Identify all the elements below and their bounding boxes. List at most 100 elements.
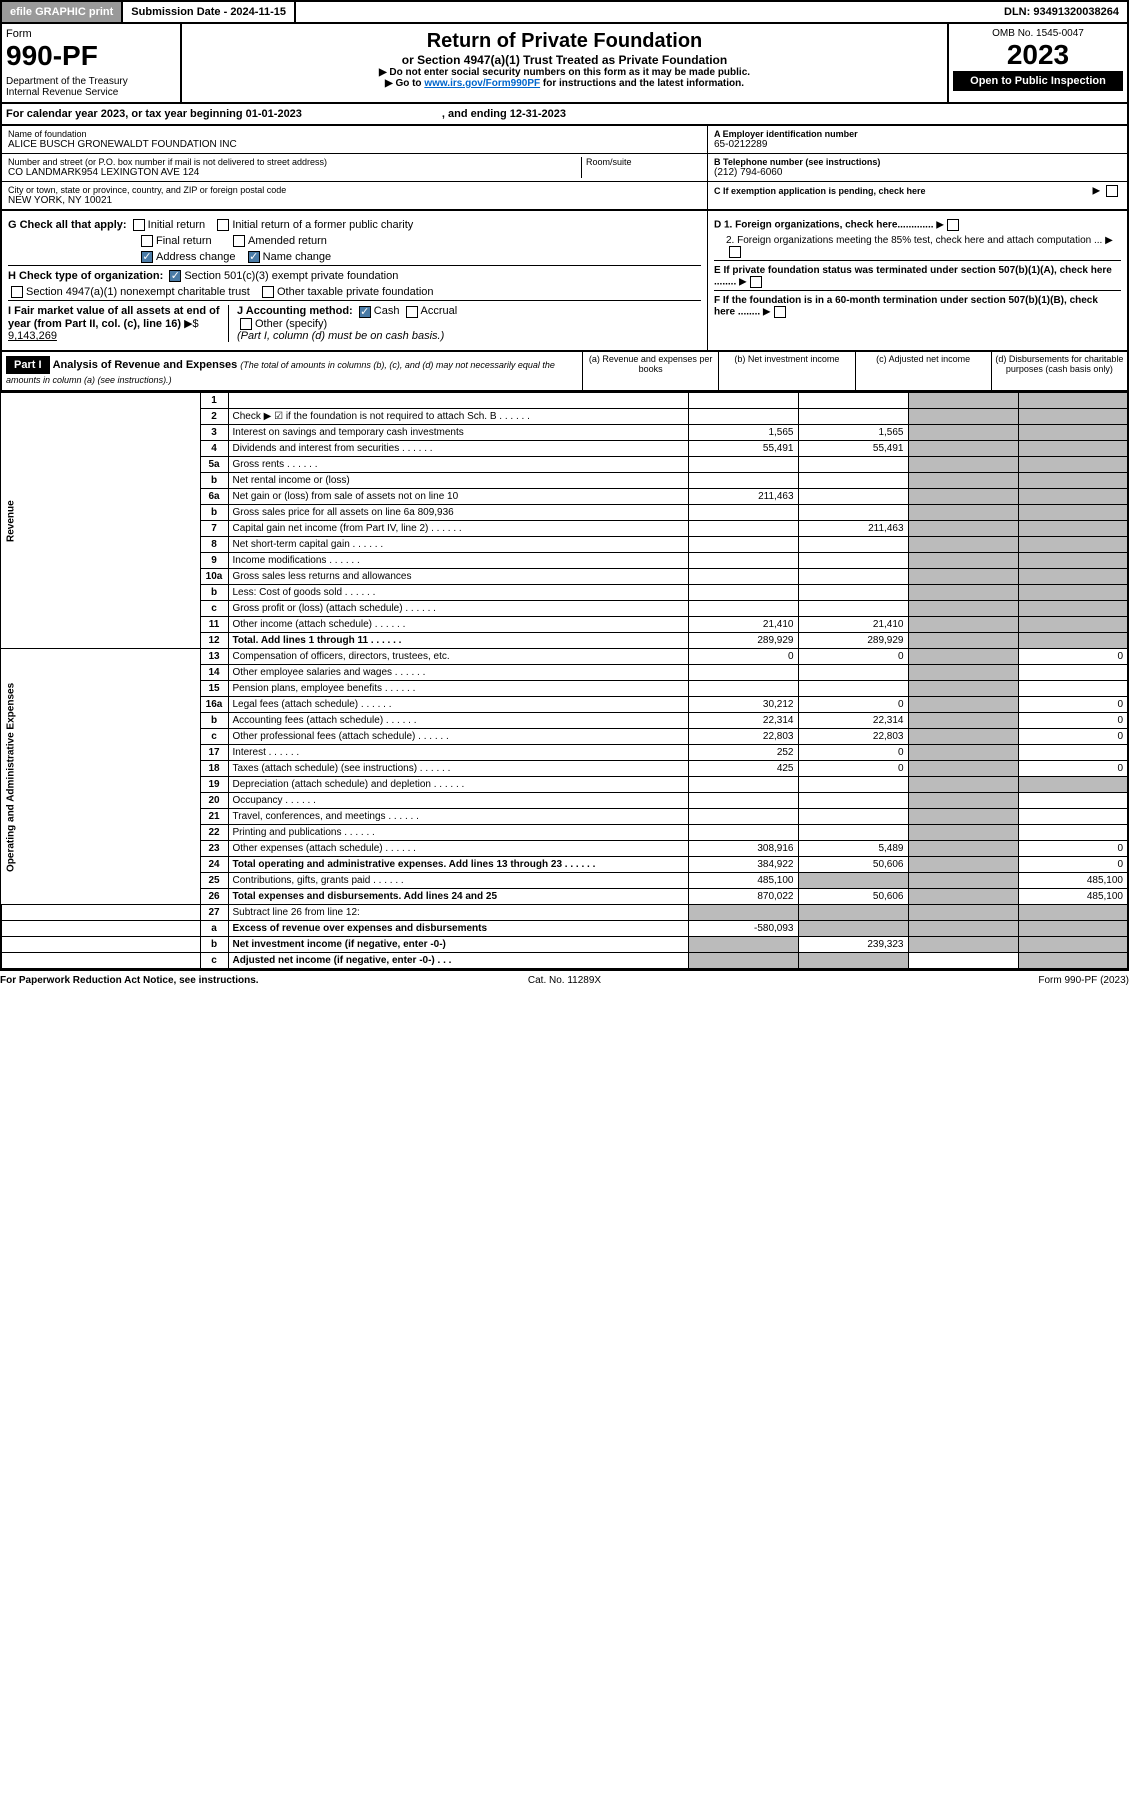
amount-cell [688,793,798,809]
g-final: Final return [156,235,212,247]
amount-cell: 0 [1018,729,1128,745]
amount-cell: 1,565 [798,425,908,441]
spacer [1,953,200,970]
ghij-left: G Check all that apply: Initial return I… [2,211,707,350]
section-label: Operating and Administrative Expenses [1,649,200,905]
amount-cell: 425 [688,761,798,777]
amount-cell: 239,323 [798,937,908,953]
dln: DLN: 93491320038264 [996,2,1127,22]
line-desc: Other income (attach schedule) . . . . .… [228,617,688,633]
line-desc: Net short-term capital gain . . . . . . [228,537,688,553]
amount-cell [908,585,1018,601]
g-addrchg-checkbox[interactable] [141,251,153,263]
line-desc: Net investment income (if negative, ente… [228,937,688,953]
line-number: 27 [200,905,228,921]
line-desc: Gross profit or (loss) (attach schedule)… [228,601,688,617]
amount-cell [1018,793,1128,809]
line-number: c [200,601,228,617]
amount-cell: 0 [1018,857,1128,873]
amount-cell [688,585,798,601]
g-initial-checkbox[interactable] [133,219,145,231]
amount-cell [908,569,1018,585]
amount-cell [688,473,798,489]
amount-cell: 870,022 [688,889,798,905]
g-amend-checkbox[interactable] [233,235,245,247]
amount-cell [908,921,1018,937]
h-501-checkbox[interactable] [169,270,181,282]
g-final-checkbox[interactable] [141,235,153,247]
line-number: b [200,937,228,953]
amount-cell [908,697,1018,713]
h-other-checkbox[interactable] [262,286,274,298]
line-number: 16a [200,697,228,713]
amount-cell: 308,916 [688,841,798,857]
amount-cell: 30,212 [688,697,798,713]
line-number: 26 [200,889,228,905]
col-a-hdr: (a) Revenue and expenses per books [582,352,718,390]
c-checkbox[interactable] [1106,185,1118,197]
j-other-checkbox[interactable] [240,318,252,330]
amount-cell [908,745,1018,761]
addr-label: Number and street (or P.O. box number if… [8,157,581,167]
col-d-hdr: (d) Disbursements for charitable purpose… [991,352,1127,390]
amount-cell: 0 [798,761,908,777]
amount-cell [798,553,908,569]
j-accr-checkbox[interactable] [406,306,418,318]
d1-checkbox[interactable] [947,219,959,231]
cal-b: , and ending 12-31-2023 [442,108,566,120]
spacer [1,921,200,937]
efile-print-button[interactable]: efile GRAPHIC print [2,2,123,22]
line-desc [228,393,688,409]
line-desc: Check ▶ ☑ if the foundation is not requi… [228,409,688,425]
amount-cell [908,713,1018,729]
amount-cell: 0 [688,649,798,665]
submission-date: Submission Date - 2024-11-15 [123,2,296,22]
line-desc: Income modifications . . . . . . [228,553,688,569]
d2-checkbox[interactable] [729,246,741,258]
h-4947-checkbox[interactable] [11,286,23,298]
line-desc: Interest on savings and temporary cash i… [228,425,688,441]
amount-cell [908,841,1018,857]
amount-cell [908,729,1018,745]
amount-cell: 22,314 [688,713,798,729]
h-4947: Section 4947(a)(1) nonexempt charitable … [26,286,250,298]
form-header: Form 990-PF Department of the Treasury I… [0,24,1129,104]
amount-cell [688,537,798,553]
table-row: cAdjusted net income (if negative, enter… [1,953,1128,970]
amount-cell [798,393,908,409]
f-checkbox[interactable] [774,306,786,318]
g-initpub-checkbox[interactable] [217,219,229,231]
amount-cell [798,681,908,697]
amount-cell: 21,410 [688,617,798,633]
city-label: City or town, state or province, country… [8,185,701,195]
line-number: b [200,585,228,601]
line-desc: Dividends and interest from securities .… [228,441,688,457]
amount-cell [798,777,908,793]
line-desc: Subtract line 26 from line 12: [228,905,688,921]
amount-cell [908,761,1018,777]
id-right: A Employer identification number 65-0212… [707,126,1127,209]
amount-cell [908,649,1018,665]
j-cash-checkbox[interactable] [359,306,371,318]
part1-badge: Part I [6,356,50,374]
instructions-link[interactable]: www.irs.gov/Form990PF [424,78,540,89]
d2-label: 2. Foreign organizations meeting the 85%… [726,235,1102,246]
line-number: 2 [200,409,228,425]
e-checkbox[interactable] [750,276,762,288]
line-desc: Travel, conferences, and meetings . . . … [228,809,688,825]
amount-cell [908,473,1018,489]
line-number: 4 [200,441,228,457]
amount-cell [1018,569,1128,585]
amount-cell [798,825,908,841]
amount-cell [798,457,908,473]
amount-cell [908,505,1018,521]
instr-2: ▶ Go to www.irs.gov/Form990PF for instru… [188,78,941,89]
line-desc: Compensation of officers, directors, tru… [228,649,688,665]
cal-a: For calendar year 2023, or tax year begi… [6,108,302,120]
amount-cell [688,905,798,921]
g-namechg-checkbox[interactable] [248,251,260,263]
amount-cell [688,569,798,585]
amount-cell [688,825,798,841]
amount-cell [688,681,798,697]
amount-cell [1018,553,1128,569]
